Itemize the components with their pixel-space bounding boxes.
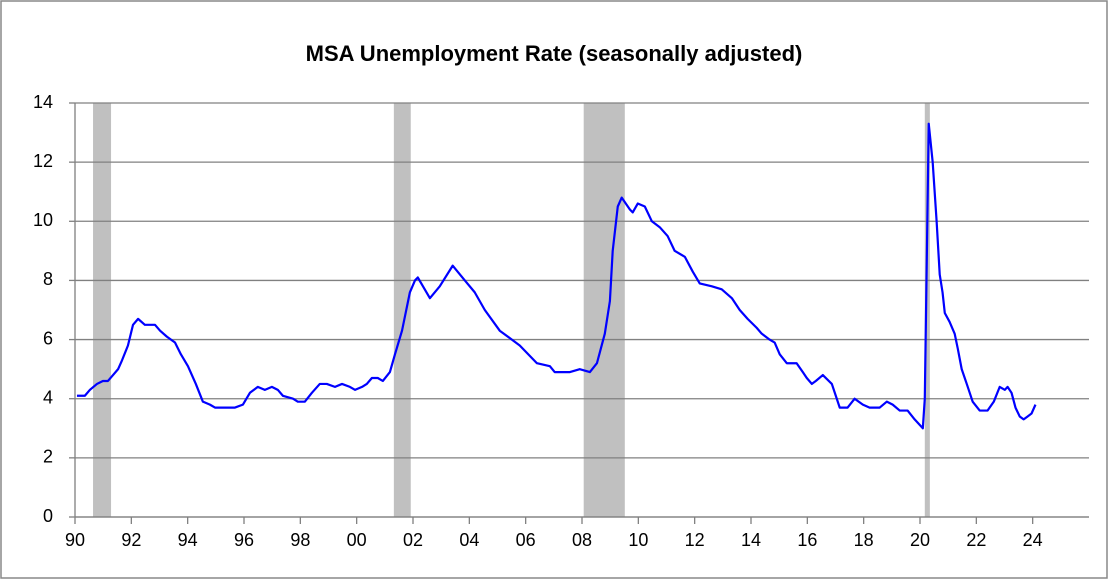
y-tick-label: 2 — [43, 447, 53, 467]
recession-band — [924, 103, 930, 517]
x-tick-label: 16 — [797, 530, 817, 550]
x-tick-label: 22 — [966, 530, 986, 550]
x-tick-label: 94 — [178, 530, 198, 550]
x-tick-label: 04 — [459, 530, 479, 550]
y-tick-label: 12 — [33, 151, 53, 171]
x-tick-label: 00 — [347, 530, 367, 550]
y-tick-label: 0 — [43, 506, 53, 526]
x-tick-label: 02 — [403, 530, 423, 550]
chart-title: MSA Unemployment Rate (seasonally adjust… — [306, 41, 803, 66]
x-tick-label: 92 — [121, 530, 141, 550]
x-tick-label: 14 — [741, 530, 761, 550]
x-tick-label: 98 — [290, 530, 310, 550]
recession-band — [93, 103, 112, 517]
recession-band — [583, 103, 625, 517]
y-tick-label: 6 — [43, 328, 53, 348]
y-tick-label: 4 — [43, 387, 53, 407]
x-tick-label: 12 — [685, 530, 705, 550]
x-tick-label: 96 — [234, 530, 254, 550]
data-line — [76, 122, 1037, 430]
x-tick-label: 08 — [572, 530, 592, 550]
y-tick-label: 10 — [33, 210, 53, 230]
x-tick-label: 24 — [1023, 530, 1043, 550]
x-tick-label: 06 — [516, 530, 536, 550]
y-tick-label: 14 — [33, 92, 53, 112]
recession-band — [393, 103, 411, 517]
y-tick-label: 8 — [43, 269, 53, 289]
x-tick-label: 90 — [65, 530, 85, 550]
x-tick-label: 18 — [854, 530, 874, 550]
x-tick-label: 20 — [910, 530, 930, 550]
x-tick-label: 10 — [628, 530, 648, 550]
